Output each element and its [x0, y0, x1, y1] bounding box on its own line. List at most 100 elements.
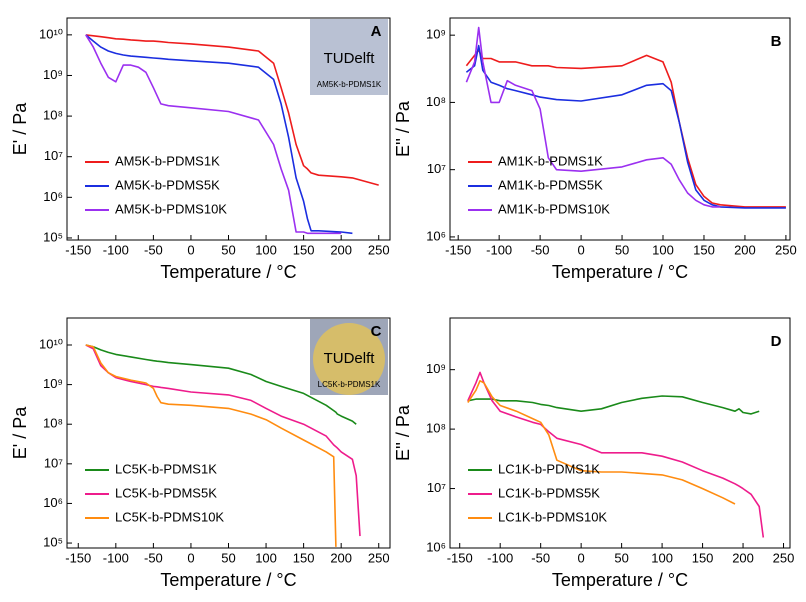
y-axis-title: E' / Pa — [10, 406, 30, 459]
legend-label: LC5K-b-PDMS5K — [115, 485, 217, 500]
x-tick-label: -50 — [144, 242, 163, 257]
x-tick-label: 250 — [773, 550, 795, 565]
x-tick-label: -100 — [103, 550, 129, 565]
x-tick-label: -150 — [447, 550, 473, 565]
y-tick-label: 10⁷ — [44, 455, 63, 470]
panel: -150 -100 -50 0 50 100 150 200 250 10⁶ 10⁷ 10⁸ 10⁹ Te… — [393, 17, 797, 282]
inset-caption: LC5K-b-PDMS1K — [318, 380, 381, 389]
panel: -150 -100 -50 0 50 100 150 200 250 10⁶ 10⁷ 10⁸ 10⁹ Te… — [393, 317, 795, 590]
panel-label: C — [371, 323, 382, 340]
data-line — [465, 44, 786, 209]
x-tick-label: -100 — [487, 550, 513, 565]
x-tick-label: 250 — [368, 242, 390, 257]
y-tick-label: 10⁶ — [426, 539, 446, 554]
x-tick-label: 150 — [293, 550, 315, 565]
x-tick-label: 0 — [187, 242, 194, 257]
y-tick-label: 10⁶ — [43, 495, 63, 510]
inset-logo: TUDelft — [324, 50, 376, 67]
x-tick-label: 50 — [221, 550, 235, 565]
inset-logo: TUDelft — [324, 350, 376, 367]
x-tick-label: 200 — [734, 242, 756, 257]
x-tick-label: -150 — [65, 242, 91, 257]
legend-label: AM1K-b-PDMS10K — [498, 201, 610, 216]
x-tick-label: -50 — [531, 242, 550, 257]
plot-frame — [449, 17, 791, 241]
x-axis-title: Temperature / °C — [160, 570, 296, 590]
x-tick-label: 0 — [578, 550, 585, 565]
x-axis-title: Temperature / °C — [552, 570, 688, 590]
y-tick-label: 10⁵ — [43, 229, 63, 244]
y-axis-title: E' / Pa — [10, 102, 30, 155]
x-tick-label: 100 — [652, 242, 674, 257]
x-tick-label: -150 — [445, 242, 471, 257]
x-tick-label: -150 — [65, 550, 91, 565]
x-tick-label: 100 — [651, 550, 673, 565]
x-tick-label: 100 — [255, 550, 277, 565]
data-line — [85, 344, 337, 547]
y-tick-label: 10⁸ — [426, 421, 446, 436]
x-tick-label: -50 — [144, 550, 163, 565]
panel-label: A — [371, 23, 382, 40]
x-tick-label: 50 — [614, 550, 628, 565]
y-tick-label: 10⁹ — [426, 361, 446, 376]
x-axis-title: Temperature / °C — [160, 262, 296, 282]
y-tick-label: 10⁶ — [43, 189, 63, 204]
y-tick-label: 10⁹ — [43, 67, 63, 82]
y-tick-label: 10⁸ — [43, 108, 63, 123]
legend-label: AM5K-b-PDMS5K — [115, 177, 220, 192]
data-line — [467, 371, 765, 538]
x-tick-label: -100 — [486, 242, 512, 257]
data-line — [465, 26, 721, 208]
x-tick-label: 150 — [692, 550, 714, 565]
y-tick-label: 10⁷ — [427, 480, 446, 495]
legend-label: LC1K-b-PDMS1K — [498, 461, 600, 476]
y-tick-label: 10⁸ — [43, 416, 63, 431]
data-line — [85, 34, 379, 186]
y-tick-label: 10⁷ — [427, 161, 446, 176]
panel: -150 -100 -50 0 50 100 150 200 250 10⁵ 10⁶ 10⁷ 10⁸ 10… — [10, 17, 391, 282]
y-tick-label: 10⁵ — [43, 534, 63, 549]
y-axis-title: E'' / Pa — [393, 404, 413, 461]
x-tick-label: 50 — [615, 242, 629, 257]
x-tick-label: 0 — [187, 550, 194, 565]
x-tick-label: 150 — [293, 242, 315, 257]
x-tick-label: -100 — [103, 242, 129, 257]
legend-label: LC5K-b-PDMS10K — [115, 509, 224, 524]
panel-label: B — [771, 33, 782, 50]
x-tick-label: 100 — [255, 242, 277, 257]
x-tick-label: 200 — [732, 550, 754, 565]
panel: -150 -100 -50 0 50 100 150 200 250 10⁵ 10⁶ 10⁷ 10⁸ 10… — [10, 317, 391, 590]
y-tick-label: 10¹⁰ — [39, 26, 63, 41]
y-axis-title: E'' / Pa — [393, 100, 413, 157]
data-line — [85, 344, 357, 425]
x-tick-label: 250 — [368, 550, 390, 565]
data-line — [85, 34, 342, 235]
legend-label: AM1K-b-PDMS5K — [498, 177, 603, 192]
y-tick-label: 10¹⁰ — [39, 336, 63, 351]
y-tick-label: 10⁸ — [426, 94, 446, 109]
data-line — [467, 380, 736, 505]
x-tick-label: 150 — [693, 242, 715, 257]
y-tick-label: 10⁷ — [44, 148, 63, 163]
legend-label: AM5K-b-PDMS10K — [115, 201, 227, 216]
y-tick-label: 10⁶ — [426, 228, 446, 243]
x-tick-label: 250 — [775, 242, 797, 257]
inset-caption: AM5K-b-PDMS1K — [317, 80, 382, 89]
legend-label: LC1K-b-PDMS5K — [498, 485, 600, 500]
y-tick-label: 10⁹ — [426, 27, 446, 42]
x-tick-label: 200 — [330, 550, 352, 565]
data-line — [467, 395, 760, 415]
data-line — [85, 344, 361, 537]
x-tick-label: 50 — [221, 242, 235, 257]
legend-label: AM1K-b-PDMS1K — [498, 153, 603, 168]
inset-photo — [310, 19, 388, 95]
legend-label: AM5K-b-PDMS1K — [115, 153, 220, 168]
y-tick-label: 10⁹ — [43, 376, 63, 391]
inset-film — [313, 323, 385, 395]
plot-frame — [449, 317, 791, 549]
x-tick-label: 200 — [330, 242, 352, 257]
legend-label: LC1K-b-PDMS10K — [498, 509, 607, 524]
legend-label: LC5K-b-PDMS1K — [115, 461, 217, 476]
